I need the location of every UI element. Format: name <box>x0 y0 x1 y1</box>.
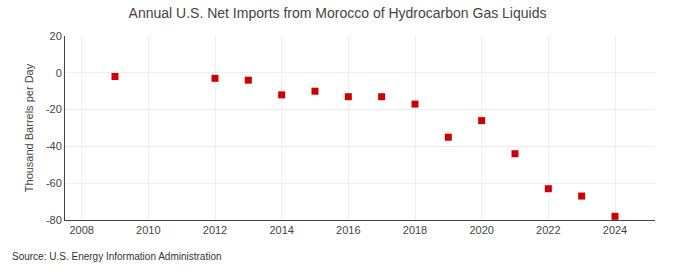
svg-text:2022: 2022 <box>536 224 560 236</box>
svg-text:2012: 2012 <box>203 224 227 236</box>
svg-text:2010: 2010 <box>136 224 160 236</box>
svg-text:-80: -80 <box>46 214 62 226</box>
svg-text:2018: 2018 <box>403 224 427 236</box>
svg-text:2020: 2020 <box>469 224 493 236</box>
svg-text:2014: 2014 <box>269 224 293 236</box>
svg-text:Annual U.S. Net Imports from M: Annual U.S. Net Imports from Morocco of … <box>129 5 547 21</box>
svg-text:2016: 2016 <box>336 224 360 236</box>
svg-text:Source: U.S. Energy Informatio: Source: U.S. Energy Information Administ… <box>12 251 222 262</box>
svg-text:20: 20 <box>50 30 62 42</box>
svg-text:0: 0 <box>56 67 62 79</box>
svg-text:Thousand Barrels per Day: Thousand Barrels per Day <box>23 63 35 192</box>
svg-text:2008: 2008 <box>69 224 93 236</box>
svg-text:-40: -40 <box>46 140 62 152</box>
svg-text:-60: -60 <box>46 177 62 189</box>
svg-text:-20: -20 <box>46 103 62 115</box>
svg-text:2024: 2024 <box>603 224 627 236</box>
